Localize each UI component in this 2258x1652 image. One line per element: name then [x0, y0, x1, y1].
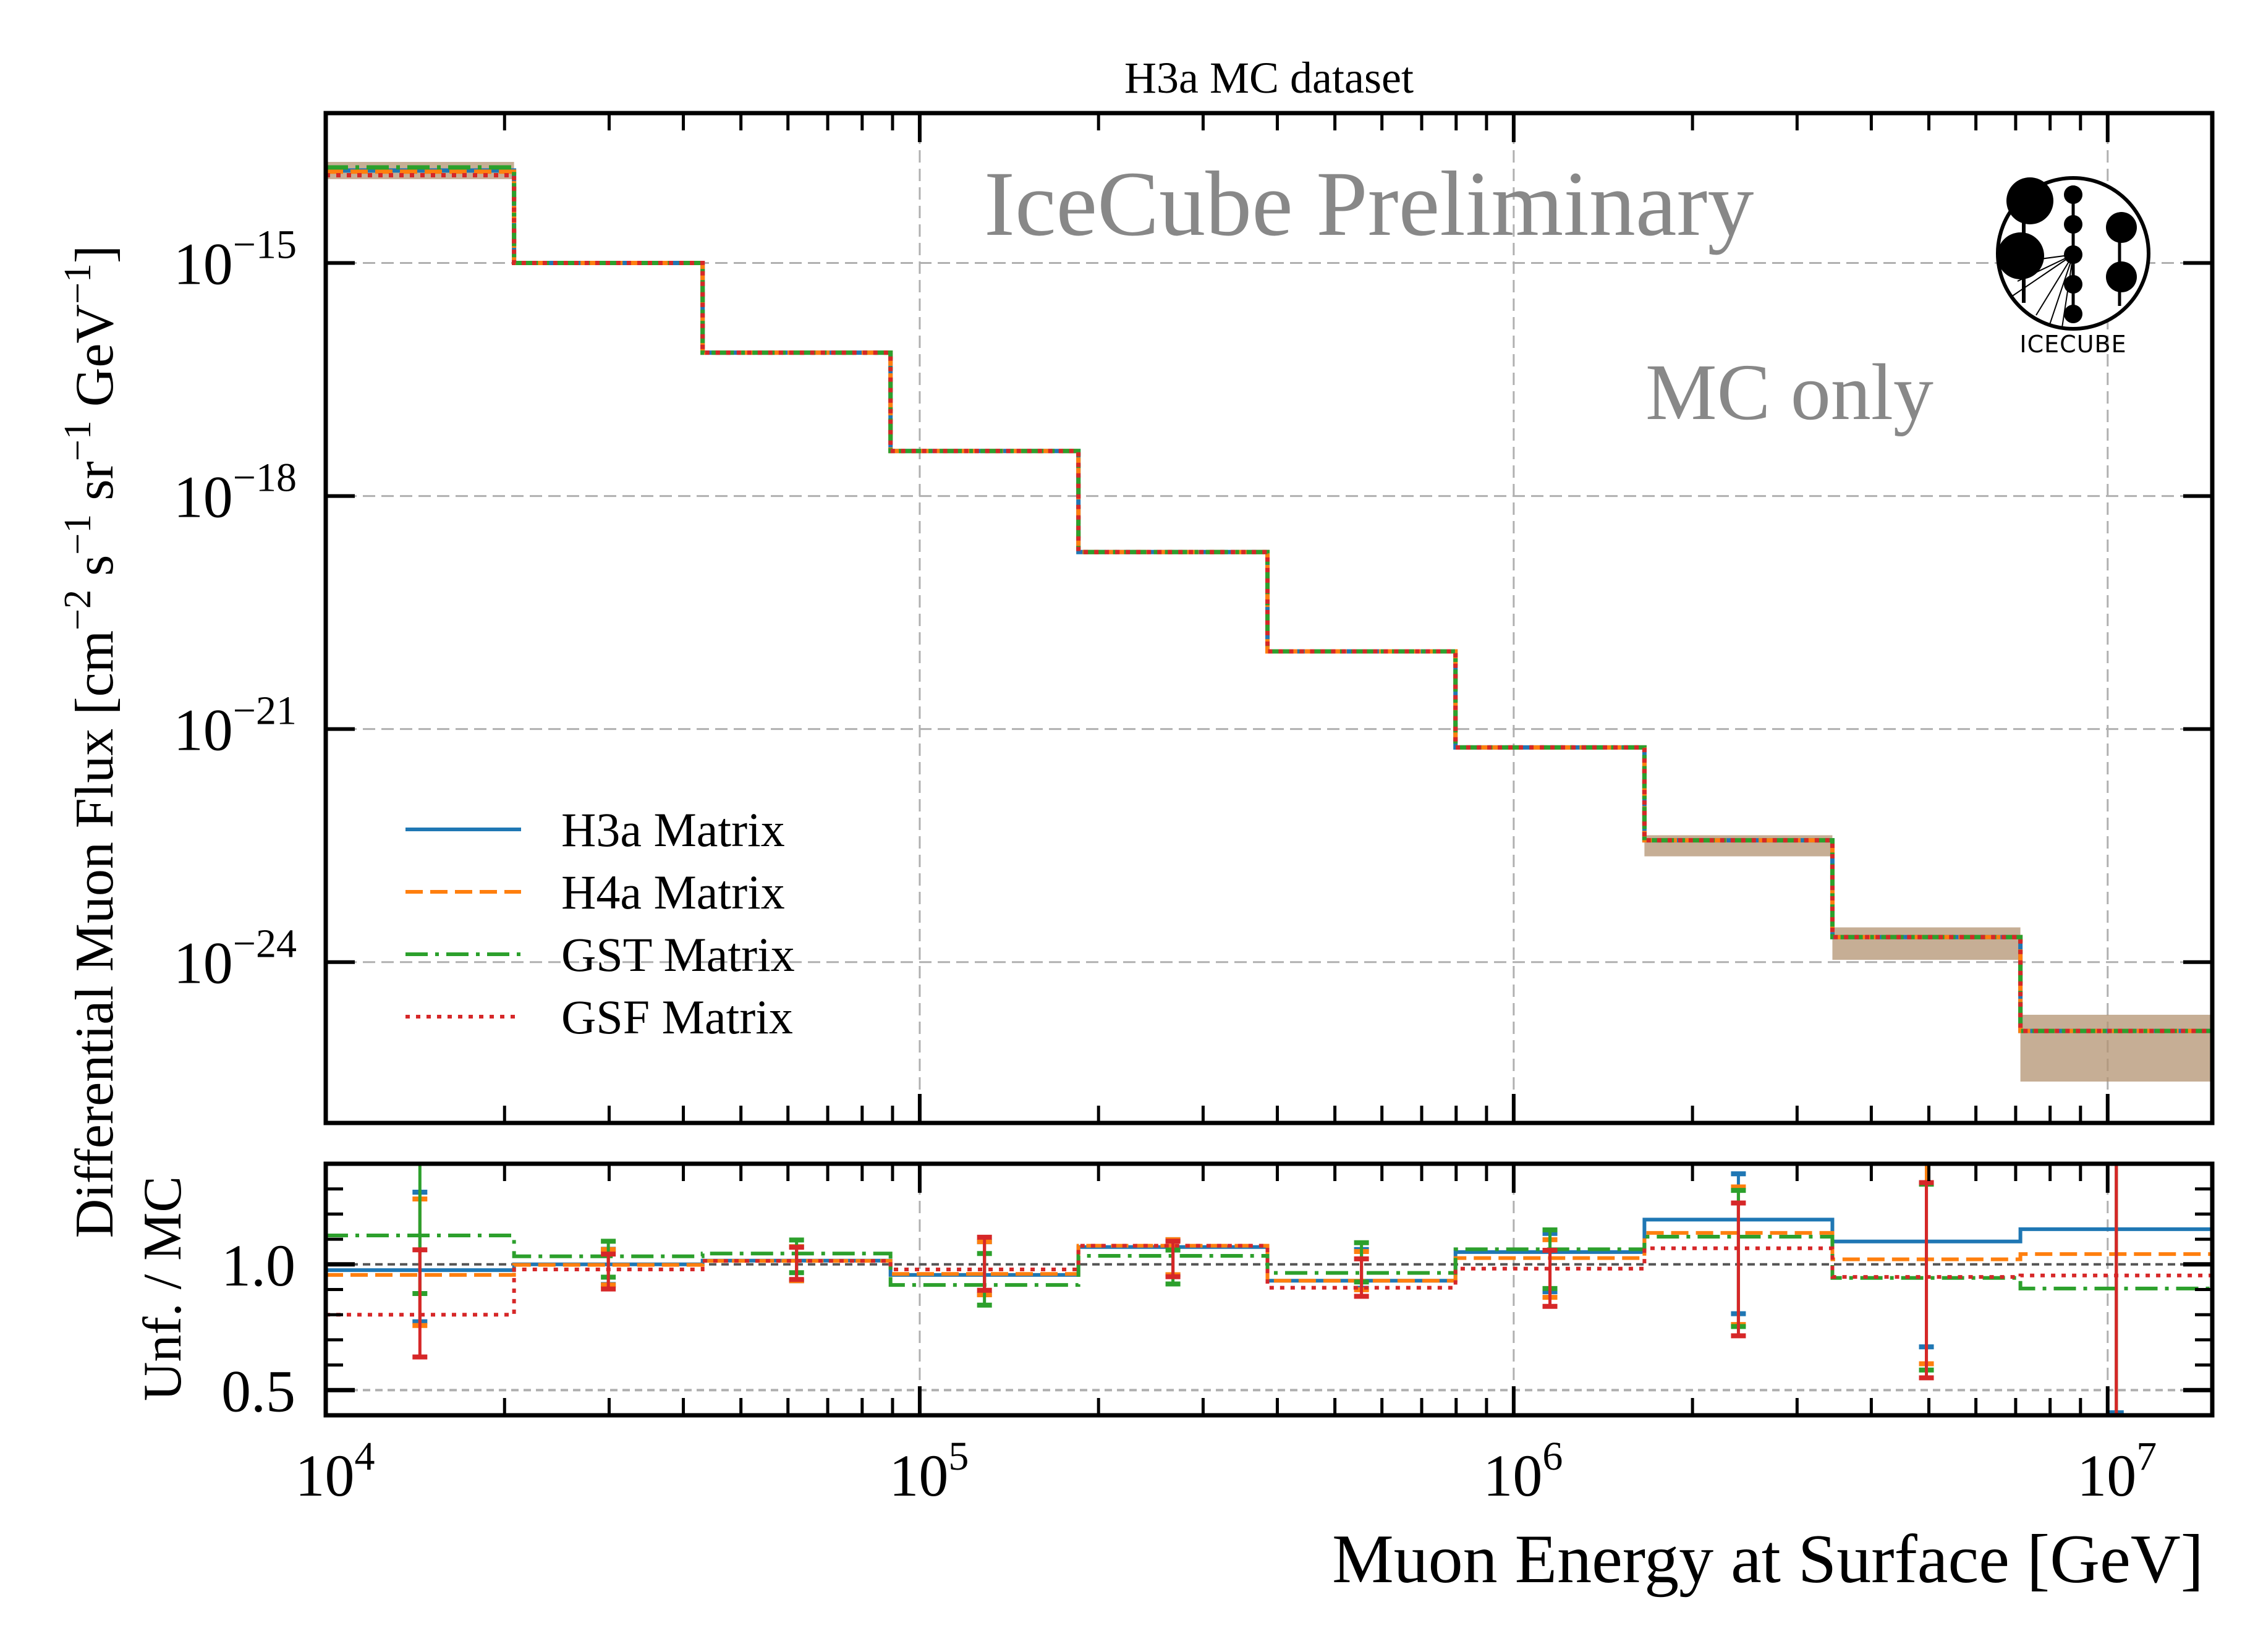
main-series-lines — [326, 165, 2212, 1033]
logo-text: IceCube — [2019, 331, 2126, 358]
ratio-series-line — [326, 1243, 2212, 1317]
axis-ticks — [324, 113, 2212, 1417]
ratio-y-tick-label: 1.0 — [221, 1232, 295, 1298]
x-axis-label: Muon Energy at Surface [GeV] — [1332, 1521, 2204, 1598]
legend-label: H3a Matrix — [561, 803, 785, 857]
legend-label: H4a Matrix — [561, 865, 785, 919]
x-tick-label: 107 — [2077, 1434, 2157, 1509]
legend: H3a Matrix H4a Matrix GST Matrix GSF Matrix — [405, 803, 795, 1044]
ratio-y-tick-label: 0.5 — [221, 1358, 295, 1424]
legend-label: GST Matrix — [561, 928, 795, 981]
ratio-series-lines — [326, 1164, 2212, 1415]
annotation-preliminary: IceCube Preliminary — [984, 153, 1754, 255]
tick-labels: 104 105 106 107 10−15 10−18 10−21 10−24 1.0 0.5 — [174, 222, 2157, 1509]
main-axes-frame — [323, 111, 2215, 1125]
x-tick-label: 106 — [1483, 1434, 1563, 1509]
band-segment — [2020, 1014, 2212, 1082]
ratio-y-axis-label: Unf. / MC — [133, 1176, 193, 1401]
y-tick-label: 10−21 — [174, 688, 297, 763]
y-axis-label: Differential Muon Flux [cm−2 s−1 sr−1 Ge… — [57, 245, 125, 1238]
y-tick-label: 10−15 — [174, 222, 297, 297]
y-tick-label: 10−18 — [174, 455, 297, 530]
ratio-series-line — [326, 1233, 2212, 1290]
x-tick-label: 104 — [295, 1434, 375, 1509]
annotation-mc-only: MC only — [1645, 348, 1933, 437]
series-line — [326, 172, 2212, 1033]
icecube-logo: IceCube — [1996, 176, 2150, 358]
y-tick-label: 10−24 — [174, 921, 297, 996]
ratio-axes-frame — [323, 1161, 2215, 1418]
chart-title: H3a MC dataset — [1124, 53, 1414, 103]
x-tick-label: 105 — [889, 1434, 969, 1509]
legend-label: GSF Matrix — [561, 990, 793, 1044]
band-segment — [1832, 927, 2021, 960]
